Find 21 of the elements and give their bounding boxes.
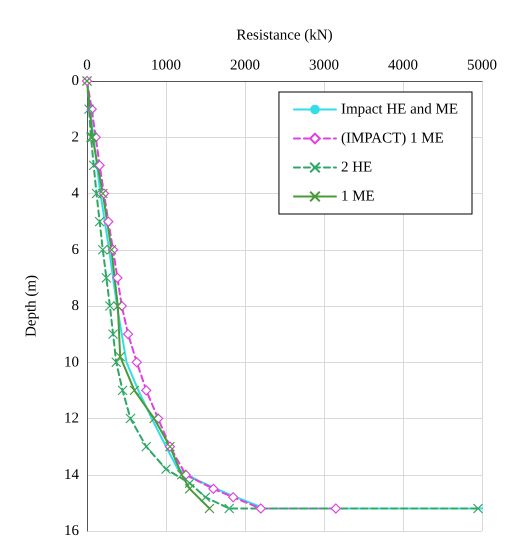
y-tick-label: 6 — [72, 242, 80, 258]
legend-label: (IMPACT) 1 ME — [340, 130, 444, 146]
y-tick-label: 8 — [72, 298, 79, 314]
legend-label: Impact HE and ME — [340, 102, 458, 118]
legend-label: 1 ME — [340, 188, 375, 204]
x-tick-label: 4000 — [388, 58, 418, 74]
x-tick-label: 2000 — [230, 58, 260, 74]
x-tick-label: 5000 — [467, 58, 497, 74]
x-axis-title: Resistance (kN) — [236, 28, 333, 44]
x-tick-label: 1000 — [151, 58, 181, 74]
x-tick-label: 3000 — [309, 58, 339, 74]
legend-label: 2 HE — [340, 160, 372, 176]
y-tick-label: 16 — [64, 523, 80, 539]
y-axis-title: Depth (m) — [24, 274, 40, 338]
y-tick-label: 12 — [64, 410, 79, 426]
y-tick-label: 2 — [72, 129, 79, 146]
y-tick-label: 14 — [64, 466, 80, 483]
y-tick-label: 0 — [72, 73, 79, 89]
y-tick-label: 10 — [64, 354, 79, 370]
y-tick-label: 4 — [72, 186, 80, 202]
x-tick-label: 0 — [83, 58, 91, 74]
